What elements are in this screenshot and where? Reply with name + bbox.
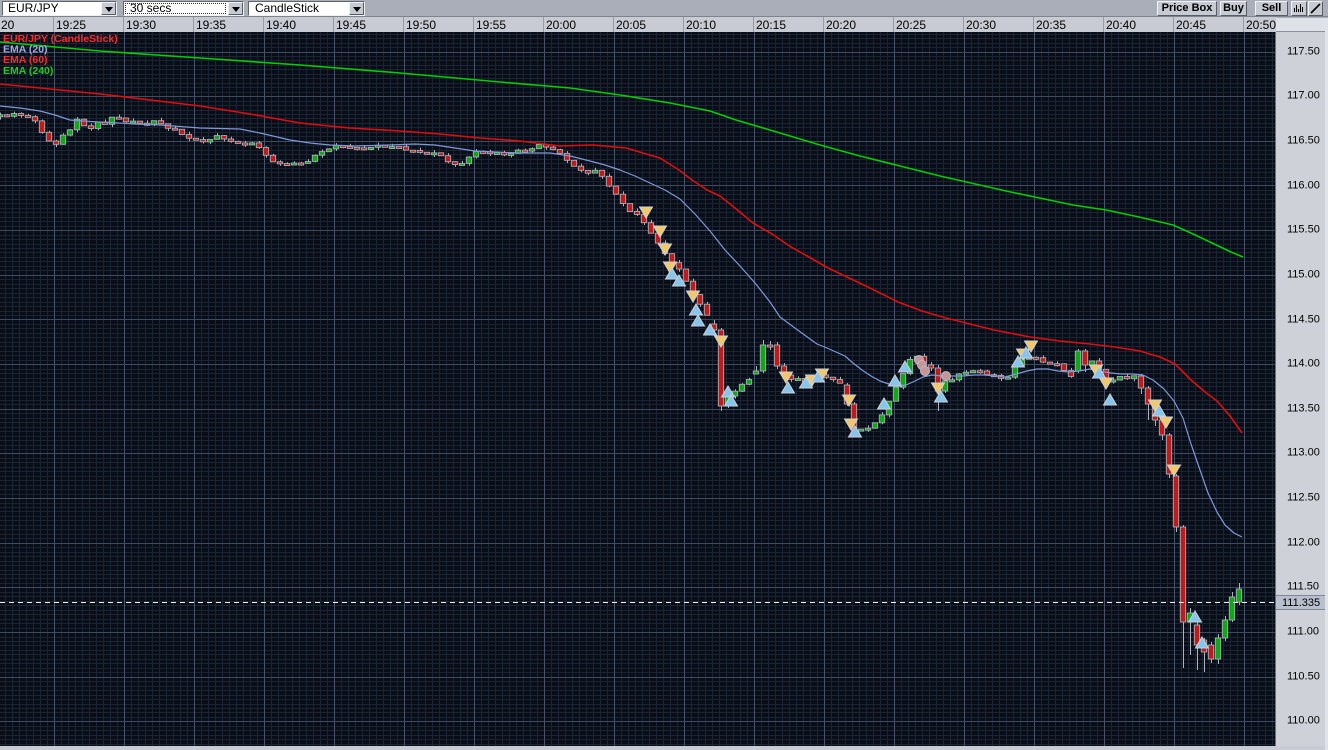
svg-text:EMA (60): EMA (60) — [3, 54, 48, 66]
svg-text:EMA (240): EMA (240) — [3, 65, 53, 77]
svg-text:EUR/JPY (CandleStick): EUR/JPY (CandleStick) — [3, 33, 118, 45]
svg-text:EMA (20): EMA (20) — [3, 44, 48, 56]
